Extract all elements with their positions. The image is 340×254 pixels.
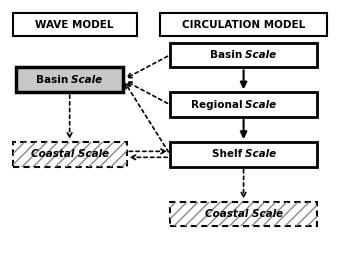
Text: Shelf: Shelf <box>212 149 243 159</box>
Text: Scale: Scale <box>243 50 276 60</box>
Text: Scale: Scale <box>70 75 102 85</box>
Text: Scale: Scale <box>243 149 276 159</box>
Text: Basin: Basin <box>210 50 243 60</box>
Text: Regional: Regional <box>191 100 243 110</box>
FancyBboxPatch shape <box>16 67 123 92</box>
Text: WAVE MODEL: WAVE MODEL <box>35 20 114 29</box>
FancyBboxPatch shape <box>160 13 327 36</box>
Text: Coastal Scale: Coastal Scale <box>205 209 283 219</box>
FancyBboxPatch shape <box>170 92 317 117</box>
FancyBboxPatch shape <box>13 142 126 167</box>
Text: Basin: Basin <box>36 75 70 85</box>
FancyBboxPatch shape <box>170 142 317 167</box>
FancyBboxPatch shape <box>13 13 137 36</box>
Text: Coastal Scale: Coastal Scale <box>31 149 109 159</box>
Text: CIRCULATION MODEL: CIRCULATION MODEL <box>182 20 305 29</box>
FancyBboxPatch shape <box>170 201 317 226</box>
FancyBboxPatch shape <box>170 42 317 67</box>
Text: Scale: Scale <box>243 100 276 110</box>
